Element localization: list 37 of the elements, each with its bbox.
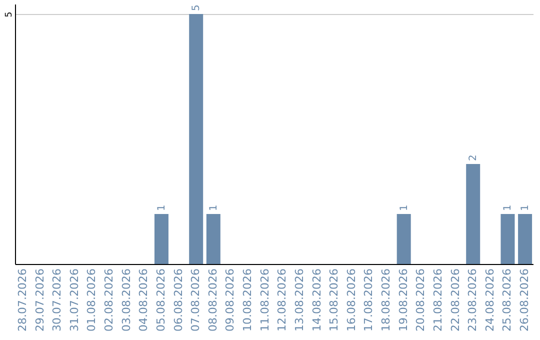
- x-tick-label: 18.08.2026: [380, 268, 393, 332]
- data-label: 1: [502, 204, 514, 211]
- x-tick-label: 26.08.2026: [518, 268, 532, 332]
- x-tick-label: 28.07.2026: [16, 268, 29, 332]
- x-tick-label: 31.07.2026: [68, 268, 81, 332]
- data-label: 1: [398, 204, 410, 211]
- data-label: 1: [156, 204, 168, 211]
- data-label: 1: [520, 204, 532, 211]
- x-tick-label: 10.08.2026: [241, 268, 254, 332]
- data-label: 1: [208, 204, 220, 211]
- x-tick-label: 15.08.2026: [328, 268, 341, 332]
- x-tick-label: 25.08.2026: [500, 268, 514, 332]
- x-tick-label: 12.08.2026: [276, 268, 289, 332]
- x-tick-label: 21.08.2026: [431, 268, 444, 332]
- x-tick-label: 29.07.2026: [33, 268, 46, 332]
- data-label: 5: [191, 4, 202, 11]
- x-tick-label: 07.08.2026: [189, 268, 202, 332]
- x-tick-label: 11.08.2026: [258, 268, 272, 332]
- x-tick-label: 13.08.2026: [292, 268, 306, 332]
- x-tick-label: 16.08.2026: [344, 268, 358, 332]
- x-tick-label: 23.08.2026: [466, 268, 480, 332]
- x-tick-label: 30.07.2026: [50, 268, 64, 332]
- x-tick-label: 24.08.2026: [483, 268, 496, 332]
- x-tick-label: 01.08.2026: [85, 268, 98, 332]
- x-tick-label: 17.08.2026: [362, 268, 376, 332]
- x-tick-label: 02.08.2026: [102, 268, 116, 332]
- x-tick-label: 06.08.2026: [172, 268, 185, 332]
- x-tick-label: 19.08.2026: [396, 268, 410, 332]
- data-label: 2: [468, 154, 480, 161]
- x-tick-label: 09.08.2026: [224, 268, 237, 332]
- x-tick-label: 04.08.2026: [137, 268, 150, 332]
- x-tick-label: 14.08.2026: [310, 268, 324, 332]
- x-tick-label: 08.08.2026: [206, 268, 220, 332]
- x-tick-label: 20.08.2026: [414, 268, 428, 332]
- x-tick-label: 05.08.2026: [154, 268, 168, 332]
- x-tick-label: 22.08.2026: [448, 268, 462, 332]
- x-tick-label: 03.08.2026: [120, 268, 133, 332]
